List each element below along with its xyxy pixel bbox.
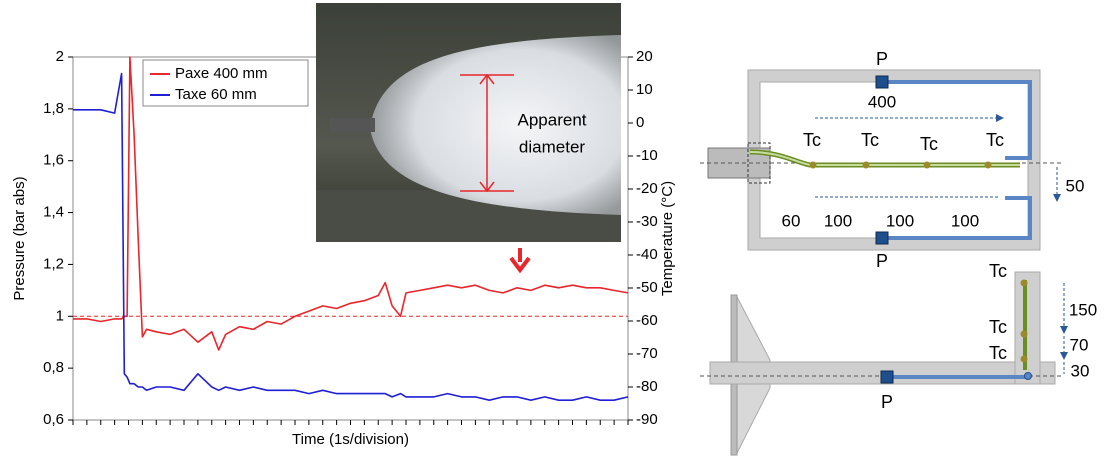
pressure-sensor: [875, 231, 889, 245]
label: P: [876, 251, 888, 271]
legend-label: Taxe 60 mm: [175, 86, 257, 103]
label: Tc: [989, 317, 1007, 337]
y2-tick-label: -20: [636, 180, 658, 197]
y2-tick-label: -50: [636, 279, 658, 296]
photo: Apparent diameter: [316, 3, 621, 274]
thermocouple: [923, 161, 931, 169]
label: 150: [1069, 300, 1097, 319]
label: 30: [1071, 361, 1090, 380]
diameter-arrows: [479, 73, 495, 193]
y-tick-label: 0,8: [43, 359, 64, 376]
thermocouple: [1020, 330, 1028, 338]
photo-label: Apparent: [518, 110, 587, 129]
y-tick-label: 1,8: [43, 100, 64, 117]
label: P: [876, 49, 888, 69]
y-tick-label: 1,2: [43, 255, 64, 272]
y2-tick-label: -10: [636, 147, 658, 164]
y2-tick-label: -30: [636, 213, 658, 230]
plume: [370, 35, 621, 215]
label: 100: [951, 211, 979, 230]
thermocouple: [862, 161, 870, 169]
thermocouple: [1020, 279, 1028, 287]
label: Tc: [803, 130, 821, 150]
y-tick-label: 0,6: [43, 411, 64, 428]
y2-tick-label: 20: [636, 48, 653, 65]
y2-tick-label: -60: [636, 312, 658, 329]
thermocouple: [1020, 355, 1028, 363]
thermocouple: [809, 161, 817, 169]
pressure-sensor: [875, 75, 889, 89]
y2-tick-label: -40: [636, 246, 658, 263]
pressure-line: [888, 196, 1032, 240]
y2-tick-label: 10: [636, 81, 653, 98]
y-tick-label: 1: [56, 307, 64, 324]
series-line: [73, 72, 629, 401]
probe: [1014, 271, 1041, 385]
series-line: [73, 56, 629, 351]
diagram-top: P P 400 50 Tc Tc Tc Tc 60 100 100 100: [700, 49, 1084, 271]
y-tick-label: 1,4: [43, 204, 64, 221]
pressure-sensor: [880, 370, 894, 384]
label: Tc: [920, 134, 938, 154]
nozzle: [330, 118, 375, 132]
label: 100: [824, 211, 852, 230]
legend: [142, 59, 309, 107]
label: Tc: [989, 343, 1007, 363]
photo-label: diameter: [519, 137, 585, 156]
label: 60: [782, 211, 801, 230]
y-axis-label: Pressure (bar abs): [11, 176, 28, 300]
label: Tc: [986, 130, 1004, 150]
label: P: [881, 392, 893, 412]
label: 70: [1070, 335, 1089, 354]
y2-tick-label: -90: [636, 411, 658, 428]
y2-tick-label: -70: [636, 345, 658, 362]
label: 100: [886, 211, 914, 230]
pressure-port: [1024, 372, 1032, 380]
chart: 0,6 0,8 1 1,2 1,4 1,6 1,8 2 -90 -80 -70 -60 -50 -40 -3…: [11, 48, 676, 448]
label: Tc: [989, 261, 1007, 281]
y-tick-label: 2: [56, 48, 64, 65]
y2-tick-label: -80: [636, 378, 658, 395]
x-axis-label: Time (1s/division): [292, 431, 409, 448]
y-tick-label: 1,6: [43, 152, 64, 169]
pressure-line: [888, 80, 1032, 160]
diagram-bottom: P Tc Tc Tc 150 70 30: [700, 261, 1097, 456]
thermocouple: [984, 161, 992, 169]
y2-axis-label: Temperature (°C): [659, 181, 676, 296]
label: 50: [1066, 176, 1085, 195]
y2-tick-label: 0: [636, 114, 644, 131]
red-arrow: [509, 248, 531, 274]
legend-label: Paxe 400 mm: [175, 65, 268, 82]
label: 400: [868, 92, 896, 111]
label: Tc: [861, 130, 879, 150]
